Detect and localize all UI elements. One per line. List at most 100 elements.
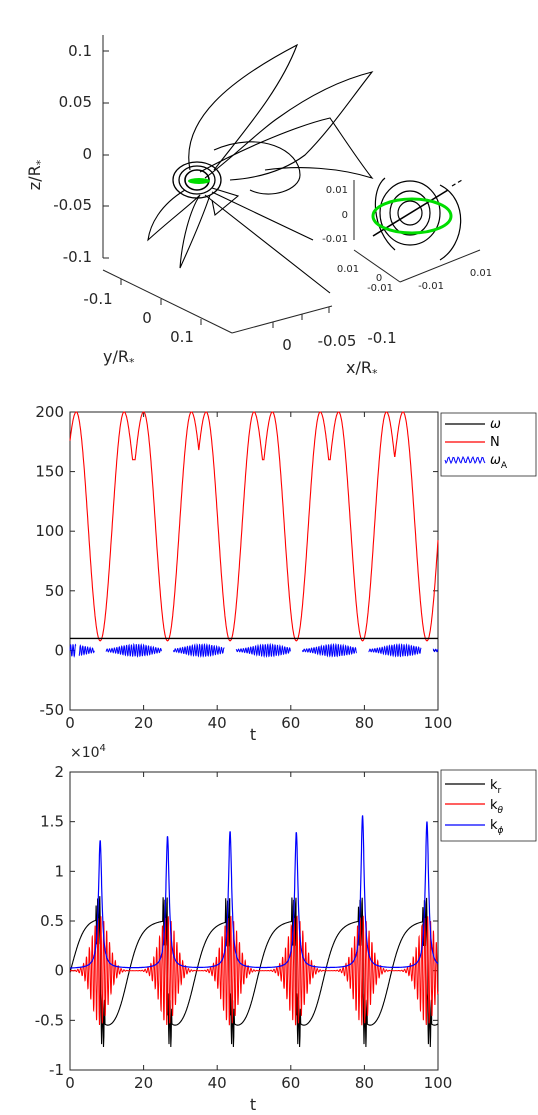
x-tick-label: 40 [208, 714, 227, 732]
series-line-n [69, 411, 439, 642]
y-tick-label: 1.5 [40, 813, 64, 831]
inset-x-tick: -0.01 [418, 281, 444, 292]
legend: ω N ωA [440, 412, 537, 477]
series-line-kphi [70, 815, 439, 969]
z-axis-label: z/R* [25, 159, 47, 190]
inset-loop [389, 190, 431, 236]
inset-z-tick: -0.01 [322, 234, 348, 245]
x-tick-label: 60 [281, 714, 300, 732]
x-axis-line [231, 305, 333, 334]
series-line-omega-a [368, 642, 422, 658]
y-tick-label: -50 [40, 701, 65, 719]
trajectory-core [172, 161, 222, 199]
inset-z-tick: 0.01 [326, 185, 348, 196]
y-axis-label: y/R* [103, 347, 135, 369]
y-tick-label: 0 [54, 962, 64, 980]
plot-area [69, 771, 439, 1071]
x-tick-label: 100 [424, 1074, 453, 1092]
x-tick-label: -0.1 [367, 329, 396, 347]
x-axis-label: t [250, 1095, 256, 1114]
z-tick-label: 0.05 [59, 93, 92, 111]
series-line-omega-a [235, 642, 291, 658]
series-line-kr [69, 896, 439, 1048]
inset-loop [379, 180, 441, 246]
y-tick-label: 0.1 [170, 328, 194, 346]
legend-item-kr: kr [490, 778, 502, 796]
inset-loop [397, 200, 423, 226]
y-tick-label: 150 [35, 463, 64, 481]
z-tick-label: -0.05 [53, 196, 92, 214]
legend-item-n: N [490, 435, 500, 450]
trajectory-loop [204, 71, 374, 181]
y-axis: -0.1 0 0.1 y/R* [83, 269, 233, 369]
y-tick-label: 1 [54, 862, 64, 880]
series-group [69, 411, 439, 658]
y-tick-label: 100 [35, 522, 64, 540]
inset-green-ellipse [371, 197, 453, 235]
series-line-omega-a [301, 642, 357, 658]
inset-y-tick: 0 [376, 273, 382, 284]
legend-item-kphi: kϕ [490, 818, 504, 836]
inset-chart: 0.01 0 -0.01 0.01 0 -0.01 0.01 -0.01 [322, 177, 492, 294]
trajectory-3d-chart: 0.1 0.05 0 -0.05 -0.1 z/R* -0.1 0 0.1 y/… [25, 35, 492, 380]
trajectory-loop [147, 189, 211, 269]
y-tick-label: 50 [45, 582, 64, 600]
series-line-omega-a [105, 642, 162, 658]
inset-y-axis [353, 249, 401, 283]
legend: kr kθ kϕ [440, 769, 537, 842]
plot-area [69, 411, 439, 711]
trajectory-line [211, 187, 240, 217]
legend-item-omega: ω [490, 417, 501, 432]
series-line-ktheta [70, 915, 439, 1026]
x-tick-label: 60 [281, 1074, 300, 1092]
z-tick-label: -0.1 [63, 248, 92, 266]
z-axis: 0.1 0.05 0 -0.05 -0.1 z/R* [25, 35, 109, 266]
trajectory-loop [188, 43, 299, 171]
trajectory-series [147, 43, 374, 294]
legend-item-ktheta: kθ [490, 798, 504, 816]
legend-box [440, 769, 537, 842]
x-tick-label: -0.05 [318, 332, 357, 350]
z-tick-label: 0.1 [68, 42, 92, 60]
inset-z-tick: 0 [342, 210, 348, 221]
x-tick-label: 80 [355, 714, 374, 732]
series-line-omega-a [432, 648, 439, 653]
y-tick-label: 200 [35, 403, 64, 421]
inset-x-tick: 0.01 [470, 268, 492, 279]
legend-box [440, 412, 537, 477]
plot-frame [69, 771, 439, 1071]
inset-line [451, 179, 463, 187]
y-tick-label: 0 [142, 309, 152, 327]
plot-frame [69, 411, 439, 711]
y-tick-label: -1 [49, 1061, 64, 1079]
x-tick-label: 0 [65, 1074, 75, 1092]
y-tick-label: -0.1 [83, 290, 112, 308]
green-ellipse [188, 178, 210, 184]
x-tick-label: 0 [65, 714, 75, 732]
y-multiplier: ×104 [70, 743, 106, 761]
x-axis-label: x/R* [346, 358, 378, 380]
x-tick-label: 100 [424, 714, 453, 732]
series-line-omega-a [172, 642, 225, 658]
trajectory-loop [199, 117, 374, 180]
trajectory-line [204, 194, 331, 294]
series-line-omega-a [78, 644, 95, 657]
legend-swatch [444, 455, 486, 465]
trajectory-core-loop [172, 161, 222, 199]
trajectory-loop [213, 141, 301, 195]
inset-trajectory [372, 177, 463, 261]
series-group [69, 815, 439, 1048]
trajectory-core-loop [178, 165, 216, 195]
x-tick-label: 20 [134, 1074, 153, 1092]
legend-item-omega-a: ωA [490, 453, 508, 471]
axis-ticks: 0 20 40 60 80 100 2 1.5 1 0.5 0 -0.5 -1 [35, 763, 453, 1092]
inset-x-axis [399, 249, 481, 283]
x-axis-label: t [250, 725, 256, 740]
x-tick-label: 80 [355, 1074, 374, 1092]
wavevector-chart: 0 20 40 60 80 100 2 1.5 1 0.5 0 -0.5 -1 ×104 t kr kθ… [35, 743, 537, 1114]
y-tick-label: 0 [54, 641, 64, 659]
z-tick-label: 0 [82, 145, 92, 163]
y-axis-line [102, 269, 233, 334]
